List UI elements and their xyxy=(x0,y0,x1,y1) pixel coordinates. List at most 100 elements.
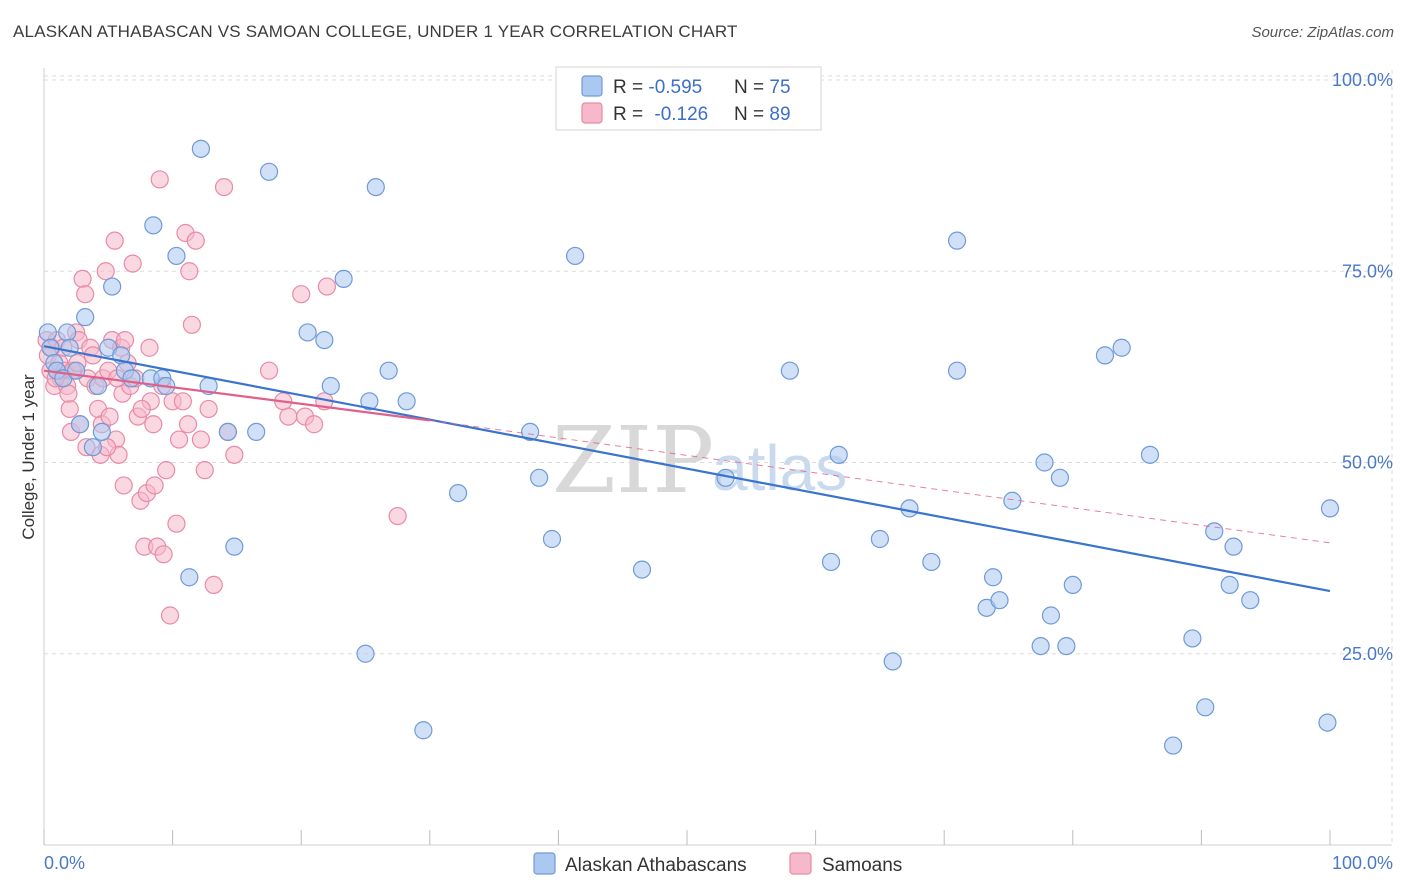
samoans-trend-extension xyxy=(429,419,1331,544)
legend: R = -0.595 N = 75 R = -0.126 N = 89 xyxy=(555,66,822,131)
athabascans-point xyxy=(900,499,919,518)
athabascans-point xyxy=(448,484,468,503)
y-tick-label: 75.0% xyxy=(1342,261,1393,281)
samoans-point xyxy=(154,545,173,564)
athabascans-point xyxy=(83,438,102,457)
athabascans-point xyxy=(566,246,585,266)
samoans-point xyxy=(195,461,214,480)
tick-labels: 100.0% 75.0% 50.0% 25.0% 0.0% 100.0% xyxy=(44,70,1393,873)
svg-text:N = 89: N = 89 xyxy=(734,104,791,125)
athabascans-point xyxy=(1205,522,1224,541)
athabascans-point xyxy=(259,162,279,181)
athabascans-point xyxy=(947,361,967,380)
athabascans-point xyxy=(315,331,334,350)
samoans-point xyxy=(123,254,142,273)
samoans-point xyxy=(96,262,115,281)
athabascans-point xyxy=(632,560,652,579)
watermark-zip: ZIP xyxy=(552,407,714,514)
samoans-point xyxy=(105,231,124,250)
athabascans-point xyxy=(88,376,108,396)
athabascans-point xyxy=(414,721,433,740)
athabascans-point xyxy=(218,422,237,441)
samoans-point xyxy=(182,315,201,334)
athabascans-point xyxy=(1095,346,1115,365)
trend-lines xyxy=(43,345,1331,593)
legend-r-value: -0.595 xyxy=(648,77,702,98)
athabascans-point xyxy=(334,269,353,288)
athabascans-point xyxy=(76,308,95,327)
athabascans-point xyxy=(542,529,562,549)
legend-swatch-pink xyxy=(581,102,603,124)
athabascans-point xyxy=(1112,338,1131,357)
athabascans-point xyxy=(821,552,841,572)
y-tick-label: 50.0% xyxy=(1342,453,1393,473)
samoans-point xyxy=(259,361,279,380)
athabascans-point xyxy=(983,568,1003,587)
samoans-point xyxy=(132,399,151,419)
samoans-point xyxy=(100,407,119,426)
athabascans-point xyxy=(144,216,163,235)
athabascans-point xyxy=(1320,499,1340,518)
samoans-point xyxy=(157,461,176,480)
athabascans-point xyxy=(38,323,57,342)
svg-text:N = 75: N = 75 xyxy=(734,77,791,98)
athabascans-point xyxy=(92,422,111,441)
athabascans-point xyxy=(321,376,340,396)
athabascans-point xyxy=(1183,629,1202,648)
samoans-point xyxy=(115,331,135,350)
samoans-point xyxy=(145,476,164,495)
samoans-point xyxy=(60,399,79,419)
x-tick-label: 100.0% xyxy=(1332,853,1393,873)
samoans-point xyxy=(292,285,311,304)
samoans-point xyxy=(173,392,192,411)
athabascans-point xyxy=(1057,636,1076,656)
athabascans-point xyxy=(360,392,379,411)
samoans-point xyxy=(178,415,198,434)
athabascans-point xyxy=(366,178,385,197)
legend-n-label: N = xyxy=(734,77,769,98)
source-label: Source: ZipAtlas.com xyxy=(1251,24,1394,41)
athabascans-point xyxy=(298,323,317,342)
samoans-point xyxy=(144,415,163,434)
athabascans-point xyxy=(1063,575,1082,595)
athabascans-point xyxy=(1050,468,1070,487)
legend-r-value: -0.126 xyxy=(654,104,708,125)
athabascans-point xyxy=(780,361,799,380)
athabascans-point xyxy=(1224,537,1243,556)
bottom-legend: Alaskan Athabascans Samoans xyxy=(533,852,902,876)
athabascans-point xyxy=(883,652,902,671)
athabascans-point xyxy=(191,139,210,158)
legend-r-label: R = xyxy=(613,77,648,98)
samoans-point xyxy=(225,445,244,464)
athabascans-point xyxy=(379,361,398,380)
axes xyxy=(43,68,1392,846)
samoans-points xyxy=(37,170,407,625)
legend-r-label: R = xyxy=(613,104,648,125)
athabascans-point xyxy=(1318,713,1337,732)
samoans-point xyxy=(169,430,189,449)
samoans-point xyxy=(59,384,78,403)
chart-title: ALASKAN ATHABASCAN VS SAMOAN COLLEGE, UN… xyxy=(13,22,738,41)
samoans-point xyxy=(199,399,218,419)
x-tick-label: 0.0% xyxy=(44,853,85,873)
athabascans-point xyxy=(1140,445,1160,464)
athabascans-point xyxy=(530,468,549,487)
athabascans-point xyxy=(1241,591,1260,610)
athabascans-point xyxy=(225,537,244,556)
y-tick-label: 25.0% xyxy=(1342,644,1393,664)
athabascans-point xyxy=(829,445,848,464)
athabascans-point xyxy=(1164,736,1183,755)
athabascans-point xyxy=(70,415,90,434)
athabascans-point xyxy=(1196,698,1215,717)
samoans-point xyxy=(73,269,92,288)
gridlines xyxy=(44,70,1393,845)
legend-n-value: 75 xyxy=(769,77,790,98)
samoans-point xyxy=(304,415,324,434)
samoans-point xyxy=(140,338,159,357)
samoans-point xyxy=(160,606,180,625)
legend-n-label: N = xyxy=(734,104,769,125)
athabascans-point xyxy=(870,529,890,549)
athabascans-point xyxy=(990,591,1009,610)
athabascans-point xyxy=(521,422,540,441)
